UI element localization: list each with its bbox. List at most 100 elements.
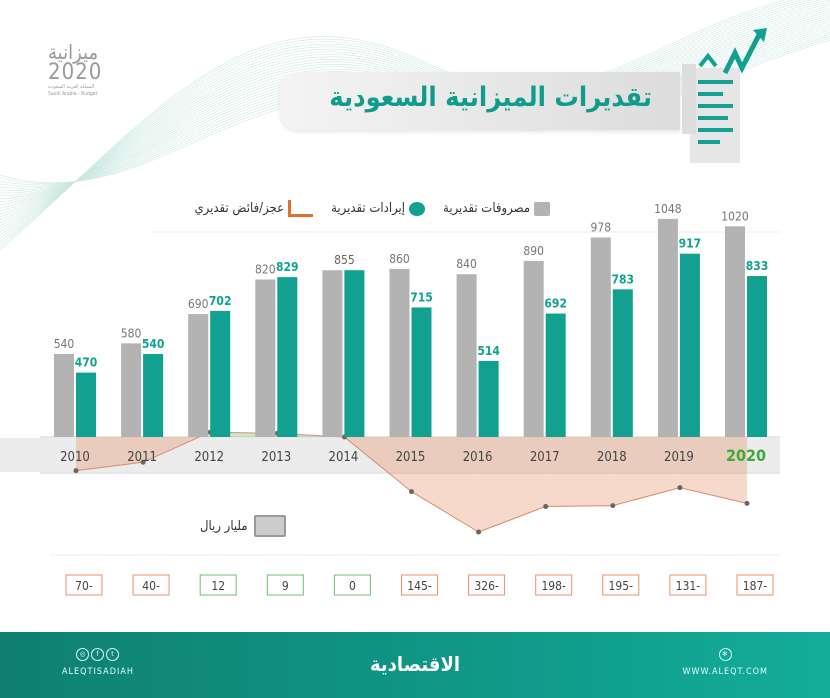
logo-subtitle-en: Saudi Arabia - Budget: [48, 91, 98, 97]
balance-area-segment: [679, 437, 747, 504]
wave-line: [0, 0, 830, 236]
title-banner: تقديرات الميزانية السعودية: [280, 72, 680, 130]
revenue-label-2015: 715: [410, 290, 433, 304]
year-label-2012: 2012: [194, 450, 224, 465]
balance-point-2020: [744, 500, 750, 506]
page-title: تقديرات الميزانية السعودية: [329, 82, 652, 113]
wave-line: [0, 0, 803, 245]
year-label-2015: 2015: [396, 450, 426, 465]
balance-box-2014: [333, 574, 371, 596]
balance-value-2010: 70-: [75, 579, 93, 593]
expense-bar-2012: [188, 314, 209, 437]
year-label-2016: 2016: [463, 450, 493, 465]
year-label-2017: 2017: [530, 450, 560, 465]
expense-bar-2010: [54, 354, 74, 437]
balance-box-2018: [602, 574, 640, 596]
balance-box-2011: [132, 574, 170, 596]
unit-text: مليار ريال: [200, 518, 248, 534]
revenue-label-2010: 470: [75, 356, 98, 370]
legend: مصروفات تقديرية إيرادات تقديرية عجز/فائض…: [195, 200, 550, 217]
revenue-label-2016: 514: [477, 344, 500, 358]
balance-area-segment: [478, 437, 546, 532]
revenue-label-2019: 917: [679, 237, 702, 251]
balance-value-2016: 326-: [474, 579, 499, 593]
revenue-bar-2015: [411, 307, 432, 437]
balance-point-2016: [476, 529, 482, 535]
year-label-2018: 2018: [597, 450, 627, 465]
balance-area-segment: [76, 437, 144, 471]
balance-point-2018: [610, 503, 616, 509]
footer: ◎ f t ALEQTISADIAH الاقتصادية ✻ WWW.ALEQT.…: [0, 632, 830, 698]
expense-label-2010: 540: [54, 337, 75, 351]
wave-line: [0, 0, 786, 251]
revenue-bar-2014: [344, 270, 365, 437]
legend-expenses: مصروفات تقديرية: [443, 201, 550, 216]
twitter-icon[interactable]: t: [106, 648, 120, 661]
balance-box-2012: [199, 574, 237, 596]
year-label-2013: 2013: [261, 450, 291, 465]
balance-area-segment: [612, 437, 680, 506]
expense-bar-2016: [456, 274, 477, 437]
globe-icon: ✻: [718, 648, 732, 661]
expense-bar-2013: [255, 279, 276, 437]
facebook-icon[interactable]: f: [91, 648, 105, 661]
balance-value-2011: 40-: [142, 579, 160, 593]
balance-box-2015: [401, 574, 438, 596]
revenue-bar-2019: [679, 253, 700, 437]
balance-value-2018: 195-: [609, 579, 634, 593]
balance-point-2019: [677, 485, 683, 491]
website: ✻ WWW.ALEQT.COM: [682, 648, 768, 677]
social-handle[interactable]: ALEQTISADIAH: [62, 667, 134, 677]
balance-value-2020: 187-: [743, 579, 768, 593]
expense-bar-2017: [523, 260, 544, 437]
balance-point-2011: [140, 459, 146, 465]
budget-2020-logo: ميزانية 2020 المملكة العربية السعودية Sa…: [48, 42, 102, 98]
revenue-bar-2010: [76, 372, 96, 437]
logo-year: 2020: [48, 60, 103, 85]
balance-area-segment: [411, 437, 479, 532]
expense-bar-2019: [657, 218, 678, 437]
legend-balance: عجز/فائض تقديري: [195, 200, 314, 217]
social-links: ◎ f t ALEQTISADIAH: [62, 648, 134, 677]
balance-box-2016: [468, 574, 506, 596]
revenue-label-2011: 540: [142, 337, 165, 351]
expense-label-2011: 580: [121, 326, 142, 340]
expense-label-2015: 860: [389, 252, 410, 266]
balance-point-2015: [409, 489, 414, 495]
balance-box-2020: [736, 574, 774, 596]
expense-bar-2014: [322, 270, 343, 437]
balance-box-2017: [535, 574, 573, 596]
coins-hand-icon: [409, 201, 426, 216]
revenue-bar-2013: [277, 277, 298, 437]
revenue-label-2018: 783: [612, 272, 635, 286]
expense-label-2020: 1020: [721, 209, 749, 223]
expense-label-2019: 1048: [654, 202, 682, 216]
revenue-label-2020: 833: [746, 259, 769, 273]
expense-bar-2015: [389, 268, 410, 437]
balance-value-2017: 198-: [541, 579, 566, 593]
year-label-2014: 2014: [329, 450, 359, 465]
expense-bar-2018: [590, 237, 611, 437]
wave-line: [0, 0, 823, 239]
year-label-2010: 2010: [60, 450, 90, 465]
balance-point-2017: [543, 503, 549, 509]
expense-label-2017: 890: [523, 244, 544, 258]
balance-box-2019: [669, 574, 707, 596]
year-label-2011: 2011: [127, 450, 157, 465]
revenue-label-2013: 829: [276, 260, 299, 274]
year-label-2020: 2020: [726, 446, 766, 465]
budget-document-icon: [682, 28, 767, 163]
balance-value-2012: 12: [211, 579, 225, 593]
revenue-bar-2012: [210, 310, 231, 437]
wallet-icon: [534, 201, 550, 216]
legend-label: مصروفات تقديرية: [443, 201, 530, 216]
wave-line: [0, 1, 830, 233]
expense-label-2018: 978: [590, 220, 611, 234]
website-link[interactable]: WWW.ALEQT.COM: [682, 667, 768, 677]
year-label-2019: 2019: [664, 450, 694, 465]
instagram-icon[interactable]: ◎: [76, 648, 90, 661]
revenue-bar-2018: [612, 289, 633, 437]
revenue-bar-2016: [478, 360, 499, 437]
year-axis-band: [0, 438, 780, 472]
balance-area-segment: [545, 437, 613, 507]
